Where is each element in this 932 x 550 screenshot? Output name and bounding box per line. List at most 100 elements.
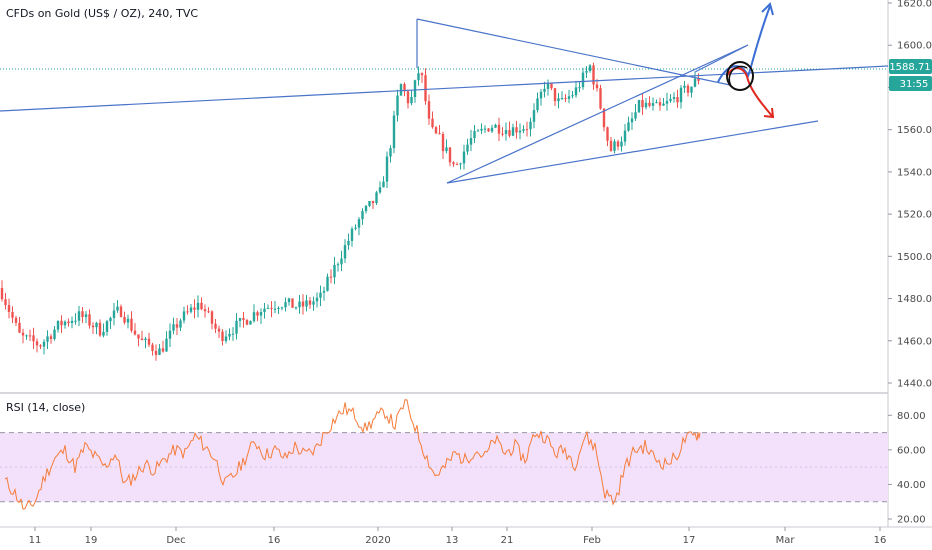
- candle-body: [270, 307, 273, 309]
- candle-body: [599, 88, 602, 109]
- price-tick-label: 1600.00: [897, 41, 932, 52]
- candle-body: [536, 98, 539, 111]
- candle-body: [147, 338, 151, 345]
- candle-body: [686, 85, 690, 93]
- candle-body: [74, 320, 77, 322]
- candle-body: [658, 102, 662, 106]
- candle-body: [70, 320, 74, 324]
- candle-body: [21, 332, 25, 336]
- chart-title: CFDs on Gold (US$ / OZ), 240, TVC: [6, 7, 198, 20]
- candle-body: [284, 302, 287, 308]
- price-tick-label: 1520.00: [897, 210, 932, 221]
- candle-body: [287, 298, 291, 303]
- candle-body: [137, 334, 140, 339]
- price-axis[interactable]: 1620.001600.001580.001560.001540.001520.…: [888, 0, 932, 390]
- time-tick-label: 2020: [365, 535, 390, 546]
- candle-body: [364, 205, 368, 212]
- candle-body: [214, 323, 217, 329]
- arrow-down-head-icon: [763, 107, 775, 119]
- candle-body: [375, 192, 378, 204]
- candle-body: [564, 98, 567, 100]
- candle-body: [305, 300, 308, 307]
- candle-body: [613, 141, 616, 151]
- candle-body: [651, 103, 655, 106]
- candle-body: [224, 336, 228, 341]
- candle-body: [525, 129, 529, 131]
- candle-body: [25, 335, 28, 337]
- circle-annotation[interactable]: [726, 61, 754, 91]
- candle-body: [144, 338, 147, 341]
- candle-body: [606, 127, 609, 141]
- trendlines[interactable]: [0, 18, 889, 184]
- candle-body: [35, 341, 39, 346]
- trendline-triangle-upper-edge[interactable]: [694, 44, 749, 73]
- candle-body: [581, 72, 585, 88]
- candle-body: [368, 200, 371, 206]
- candle-body: [242, 318, 245, 321]
- candle-body: [483, 128, 487, 130]
- price-panel[interactable]: [0, 0, 888, 392]
- candle-body: [462, 151, 466, 164]
- candle-body: [273, 308, 277, 310]
- candle-body: [662, 103, 665, 106]
- time-tick-label: 13: [446, 535, 459, 546]
- trendline-long-support[interactable]: [0, 65, 889, 112]
- time-axis[interactable]: 11 19 Dec 16 2020 13 21 Feb 17 Mar 16: [29, 527, 887, 546]
- candle-body: [602, 108, 606, 128]
- candle-body: [203, 309, 207, 312]
- candle-body: [490, 127, 494, 132]
- candle-body: [413, 80, 417, 97]
- arrow-up-head-icon: [761, 2, 774, 16]
- price-tick-label: 1440.00: [897, 379, 932, 390]
- candle-body: [690, 86, 693, 93]
- trendline-triangle-bottom[interactable]: [446, 44, 749, 184]
- candle-body: [434, 127, 438, 134]
- candle-body: [200, 302, 203, 310]
- candle-body: [578, 87, 581, 89]
- trendline-triangle-top[interactable]: [416, 18, 731, 86]
- candle-body: [343, 245, 347, 259]
- candle-body: [532, 110, 536, 122]
- price-tick-label: 1480.00: [897, 294, 932, 305]
- candle-body: [511, 127, 515, 136]
- candle-body: [588, 65, 592, 71]
- candle-body: [424, 75, 427, 102]
- candle-body: [515, 127, 518, 133]
- candle-body: [382, 181, 385, 188]
- candle-body: [644, 102, 648, 108]
- price-tick-label: 1560.00: [897, 125, 932, 136]
- rsi-axis[interactable]: 80.00 60.00 40.00 20.00: [888, 411, 926, 526]
- candle-body: [151, 344, 154, 351]
- candle-body: [361, 211, 364, 220]
- time-tick-label: Feb: [583, 535, 601, 546]
- trendline-lower-support[interactable]: [446, 120, 819, 184]
- candle-body: [4, 299, 7, 306]
- candle-body: [371, 200, 375, 204]
- candle-body: [91, 325, 95, 328]
- candle-body: [497, 124, 501, 134]
- candle-body: [641, 100, 644, 108]
- candle-body: [291, 298, 294, 308]
- candle-body: [168, 330, 172, 339]
- candle-body: [11, 312, 14, 318]
- candle-body: [445, 147, 448, 152]
- countdown-badge: [889, 76, 932, 91]
- candle-body: [175, 324, 179, 328]
- time-tick-label: 17: [683, 535, 696, 546]
- candle-body: [60, 320, 63, 326]
- candle-body: [399, 84, 403, 96]
- projection-drawings[interactable]: [717, 2, 775, 119]
- candle-body: [221, 331, 224, 341]
- candle-body: [616, 141, 620, 147]
- candle-body: [116, 306, 119, 311]
- candle-body: [67, 321, 70, 324]
- candle-body: [336, 264, 340, 266]
- candle-body: [217, 328, 221, 332]
- candle-body: [46, 336, 49, 342]
- price-tick-label: 1540.00: [897, 167, 932, 178]
- candle-body: [683, 85, 686, 88]
- candle-body: [655, 102, 658, 104]
- candle-body: [529, 121, 532, 130]
